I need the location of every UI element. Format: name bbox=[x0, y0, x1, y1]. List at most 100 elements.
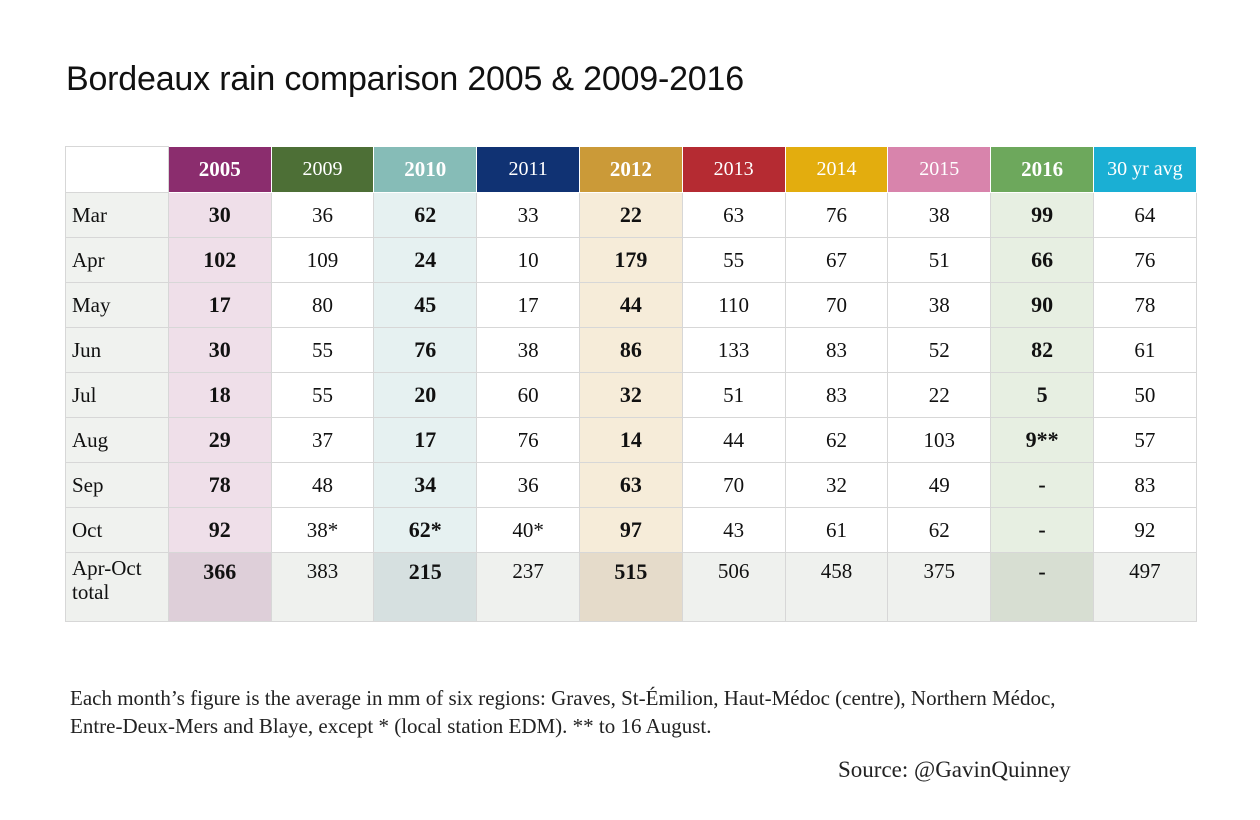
data-cell: 24 bbox=[373, 237, 478, 283]
column-header: 2014 bbox=[784, 146, 889, 193]
row-label: May bbox=[65, 282, 169, 328]
data-cell: 103 bbox=[887, 417, 992, 463]
table-row: Jun 30 55 76 38 86 133 83 52 82 61 bbox=[65, 327, 1197, 373]
data-cell: 37 bbox=[270, 417, 375, 463]
data-cell: 38 bbox=[476, 327, 580, 373]
row-label: Jun bbox=[65, 327, 169, 373]
data-cell: 22 bbox=[887, 372, 992, 418]
data-cell: 83 bbox=[784, 327, 889, 373]
footnote: Each month’s figure is the average in mm… bbox=[70, 684, 1150, 740]
data-cell: 179 bbox=[578, 237, 683, 283]
data-cell: 50 bbox=[1092, 372, 1197, 418]
data-cell: 45 bbox=[373, 282, 478, 328]
footnote-line-2: Entre-Deux-Mers and Blaye, except * (loc… bbox=[70, 714, 712, 738]
data-cell: 78 bbox=[1092, 282, 1197, 328]
source-credit: Source: @GavinQuinney bbox=[838, 757, 1071, 782]
column-header: 2009 bbox=[270, 146, 375, 193]
table-row: Apr 102 109 24 10 179 55 67 51 66 76 bbox=[65, 237, 1197, 283]
data-cell: 76 bbox=[373, 327, 478, 373]
data-cell: 63 bbox=[578, 462, 683, 508]
total-cell: 237 bbox=[476, 552, 580, 622]
table-row: Mar 30 36 62 33 22 63 76 38 99 64 bbox=[65, 192, 1197, 238]
data-cell: 92 bbox=[167, 507, 272, 553]
data-cell: 51 bbox=[887, 237, 992, 283]
data-cell: 63 bbox=[681, 192, 786, 238]
data-cell: 36 bbox=[476, 462, 580, 508]
data-cell: 52 bbox=[887, 327, 992, 373]
total-cell: 366 bbox=[167, 552, 272, 622]
data-cell: 102 bbox=[167, 237, 272, 283]
rain-comparison-table: 2005 2009 2010 2011 2012 2013 2014 2015 2016 30 y… bbox=[65, 146, 1197, 622]
row-label: Mar bbox=[65, 192, 169, 238]
total-row-label: Apr-Oct total bbox=[65, 552, 169, 622]
total-cell: - bbox=[990, 552, 1094, 622]
total-label-line-1: Apr-Oct bbox=[72, 556, 142, 580]
column-header: 2011 bbox=[476, 146, 580, 193]
data-cell: 30 bbox=[167, 192, 272, 238]
data-cell: 17 bbox=[476, 282, 580, 328]
data-cell: 10 bbox=[476, 237, 580, 283]
column-header: 2010 bbox=[373, 146, 478, 193]
data-cell: 55 bbox=[270, 372, 375, 418]
total-cell: 506 bbox=[681, 552, 786, 622]
data-cell: 17 bbox=[373, 417, 478, 463]
data-cell: 32 bbox=[784, 462, 889, 508]
data-cell: 38 bbox=[887, 192, 992, 238]
header-corner-cell bbox=[65, 146, 169, 193]
data-cell: - bbox=[990, 507, 1094, 553]
table-row: May 17 80 45 17 44 110 70 38 90 78 bbox=[65, 282, 1197, 328]
data-cell: - bbox=[990, 462, 1094, 508]
total-cell: 215 bbox=[373, 552, 478, 622]
data-cell: 90 bbox=[990, 282, 1094, 328]
data-cell: 44 bbox=[578, 282, 683, 328]
data-cell: 92 bbox=[1092, 507, 1197, 553]
header-row: 2005 2009 2010 2011 2012 2013 2014 2015 2016 30 y… bbox=[65, 146, 1197, 193]
column-header: 2013 bbox=[681, 146, 786, 193]
data-cell: 133 bbox=[681, 327, 786, 373]
data-cell: 55 bbox=[270, 327, 375, 373]
data-cell: 17 bbox=[167, 282, 272, 328]
data-cell: 64 bbox=[1092, 192, 1197, 238]
total-label-line-2: total bbox=[72, 580, 110, 604]
total-cell: 375 bbox=[887, 552, 992, 622]
table-row: Sep 78 48 34 36 63 70 32 49-83 bbox=[65, 462, 1197, 508]
data-cell: 80 bbox=[270, 282, 375, 328]
data-cell: 76 bbox=[784, 192, 889, 238]
column-header: 2015 bbox=[887, 146, 992, 193]
column-header: 30 yr avg bbox=[1092, 146, 1197, 193]
data-cell: 97 bbox=[578, 507, 683, 553]
total-cell: 383 bbox=[270, 552, 375, 622]
data-cell: 55 bbox=[681, 237, 786, 283]
data-cell: 109 bbox=[270, 237, 375, 283]
table-row: Aug 29 37 17 76 14 44 62 103 9** 57 bbox=[65, 417, 1197, 463]
data-cell: 30 bbox=[167, 327, 272, 373]
data-cell: 83 bbox=[784, 372, 889, 418]
data-cell: 40* bbox=[476, 507, 580, 553]
data-cell: 49 bbox=[887, 462, 992, 508]
data-cell: 51 bbox=[681, 372, 786, 418]
row-label: Apr bbox=[65, 237, 169, 283]
data-cell: 62 bbox=[373, 192, 478, 238]
data-cell: 34 bbox=[373, 462, 478, 508]
total-row: Apr-Oct total 366 383 215 237 515 506 458 375-497 bbox=[65, 552, 1197, 622]
total-cell: 515 bbox=[578, 552, 683, 622]
data-cell: 62 bbox=[887, 507, 992, 553]
data-cell: 66 bbox=[990, 237, 1094, 283]
data-cell: 60 bbox=[476, 372, 580, 418]
data-cell: 18 bbox=[167, 372, 272, 418]
row-label: Aug bbox=[65, 417, 169, 463]
data-cell: 14 bbox=[578, 417, 683, 463]
data-cell: 48 bbox=[270, 462, 375, 508]
table-row: Jul 18 55 20 60 32 51 83 22 5 50 bbox=[65, 372, 1197, 418]
total-cell: 458 bbox=[784, 552, 889, 622]
row-label: Jul bbox=[65, 372, 169, 418]
data-cell: 67 bbox=[784, 237, 889, 283]
data-cell: 9** bbox=[990, 417, 1094, 463]
data-cell: 76 bbox=[476, 417, 580, 463]
data-cell: 78 bbox=[167, 462, 272, 508]
data-cell: 62* bbox=[373, 507, 478, 553]
data-cell: 76 bbox=[1092, 237, 1197, 283]
data-cell: 62 bbox=[784, 417, 889, 463]
column-header: 2012 bbox=[578, 146, 683, 193]
data-cell: 38 bbox=[887, 282, 992, 328]
